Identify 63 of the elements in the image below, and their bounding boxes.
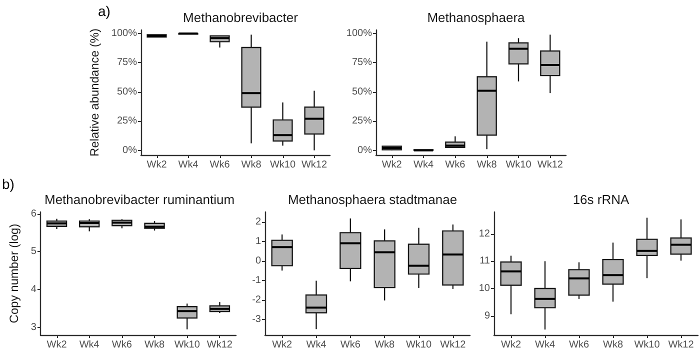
y-tick-label: 4 bbox=[30, 284, 37, 296]
y-tick-label: 75% bbox=[352, 57, 372, 68]
chart-title: Methanosphaera stadtmanae bbox=[288, 192, 458, 207]
y-tick-label: 75% bbox=[116, 57, 138, 68]
x-tick-label: Wk4 bbox=[79, 340, 100, 350]
x-tick-label: Wk10 bbox=[174, 340, 200, 350]
y-tick-label: 0 bbox=[255, 255, 262, 266]
x-tick-label: Wk4 bbox=[414, 160, 434, 170]
y-tick-label: -3 bbox=[252, 314, 262, 325]
x-tick-label: Wk10 bbox=[634, 340, 660, 350]
chart-title: Methanosphaera bbox=[427, 10, 526, 25]
y-tick-label: 2 bbox=[255, 216, 262, 228]
y-tick-label: 3 bbox=[30, 322, 37, 333]
y-tick-label: 11 bbox=[480, 256, 490, 267]
chart-title: 16s rRNA bbox=[572, 192, 630, 207]
x-tick-label: Wk2 bbox=[382, 160, 402, 170]
x-tick-label: Wk6 bbox=[210, 160, 230, 170]
x-tick-label: Wk2 bbox=[146, 160, 168, 170]
x-tick-label: Wk2 bbox=[46, 340, 68, 350]
chart-title: Methanobrevibacter ruminantium bbox=[44, 192, 235, 207]
x-tick-label: Wk6 bbox=[340, 340, 361, 350]
y-tick-label: 50% bbox=[116, 86, 138, 98]
y-tick-label: 0% bbox=[358, 144, 372, 156]
y-tick-label: 5 bbox=[30, 246, 37, 258]
x-tick-label: Wk4 bbox=[306, 340, 327, 350]
x-tick-label: Wk12 bbox=[301, 160, 328, 170]
x-tick-label: Wk8 bbox=[374, 340, 396, 350]
x-tick-label: Wk8 bbox=[603, 340, 624, 350]
y-tick-label: 25% bbox=[352, 116, 372, 127]
y-tick-label: 10 bbox=[478, 283, 490, 294]
x-tick-label: Wk10 bbox=[270, 160, 296, 170]
y-tick-label: 9 bbox=[484, 310, 490, 322]
x-tick-label: Wk6 bbox=[445, 160, 466, 170]
y-axis-title: Copy number (log) bbox=[7, 224, 21, 324]
y-axis-title: Relative abundance (%) bbox=[88, 28, 102, 157]
x-tick-label: Wk4 bbox=[178, 160, 199, 170]
x-tick-label: Wk2 bbox=[272, 340, 293, 350]
y-tick-label: 0% bbox=[122, 144, 138, 156]
y-tick-label: 12 bbox=[478, 228, 490, 240]
y-tick-label: 25% bbox=[116, 116, 138, 127]
x-tick-label: Wk8 bbox=[476, 160, 498, 170]
x-tick-label: Wk10 bbox=[506, 160, 532, 170]
x-tick-label: Wk12 bbox=[206, 340, 233, 350]
y-tick-label: -1 bbox=[252, 274, 262, 286]
x-tick-label: Wk6 bbox=[569, 340, 590, 350]
x-tick-label: Wk12 bbox=[440, 340, 466, 350]
x-tick-label: Wk8 bbox=[144, 340, 165, 350]
x-tick-label: Wk10 bbox=[406, 340, 432, 350]
y-tick-label: 100% bbox=[346, 28, 372, 40]
chart-title: Methanobrevibacter bbox=[183, 10, 299, 25]
x-tick-label: Wk12 bbox=[668, 340, 694, 350]
x-tick-label: Wk6 bbox=[112, 340, 132, 350]
y-tick-label: -2 bbox=[252, 294, 262, 306]
y-tick-label: 6 bbox=[30, 208, 37, 220]
x-tick-label: Wk8 bbox=[241, 160, 262, 170]
y-tick-label: 50% bbox=[352, 86, 372, 98]
y-tick-label: 100% bbox=[111, 28, 138, 40]
text: a) bbox=[98, 3, 110, 19]
text: b) bbox=[2, 176, 14, 192]
y-tick-label: 1 bbox=[255, 236, 262, 247]
x-tick-label: Wk4 bbox=[535, 340, 556, 350]
x-tick-label: Wk12 bbox=[537, 160, 564, 170]
x-tick-label: Wk2 bbox=[501, 340, 522, 350]
